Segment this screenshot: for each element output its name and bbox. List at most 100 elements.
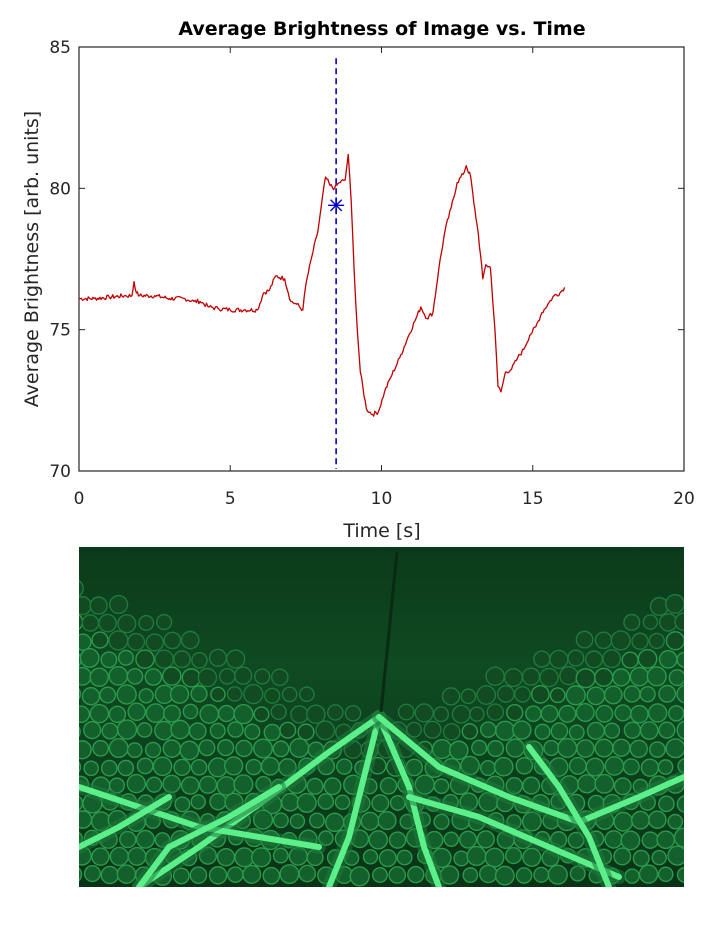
- disc: [289, 737, 310, 758]
- x-tick-label: 15: [522, 489, 544, 509]
- disc: [199, 704, 220, 724]
- disc: [308, 812, 325, 829]
- disc: [136, 722, 153, 738]
- disc: [297, 723, 315, 741]
- disc: [396, 849, 413, 866]
- disc: [126, 742, 143, 759]
- disc: [389, 794, 406, 811]
- disc: [362, 849, 379, 865]
- x-tick-label: 20: [673, 489, 695, 509]
- y-tick-label: 70: [49, 462, 71, 482]
- disc: [658, 650, 678, 669]
- disc: [614, 704, 632, 722]
- disc: [173, 758, 191, 777]
- disc: [388, 866, 407, 884]
- disc: [443, 831, 460, 847]
- disc: [506, 703, 524, 722]
- disc: [631, 810, 650, 830]
- disc: [522, 776, 541, 795]
- disc: [136, 757, 154, 775]
- disc: [262, 866, 281, 885]
- disc: [91, 847, 110, 866]
- force-chain: [136, 784, 282, 887]
- disc: [603, 722, 621, 739]
- disc: [547, 864, 568, 885]
- current-brightness-marker: [328, 197, 345, 214]
- disc: [79, 810, 93, 829]
- disc: [99, 686, 117, 704]
- disc: [557, 737, 578, 758]
- disc: [189, 866, 208, 884]
- disc: [612, 668, 631, 687]
- disc: [504, 847, 523, 865]
- disc: [174, 796, 191, 813]
- disc: [251, 847, 272, 868]
- chart-title: Average Brightness of Image vs. Time: [178, 18, 585, 40]
- disc: [568, 724, 585, 741]
- disc: [83, 721, 102, 740]
- disc: [549, 687, 566, 704]
- disc: [306, 704, 326, 725]
- brightness-series-line: [78, 153, 566, 417]
- disc: [568, 756, 587, 775]
- disc: [407, 865, 425, 884]
- force-chain: [326, 714, 382, 887]
- disc: [433, 778, 450, 795]
- disc: [514, 685, 531, 703]
- disc: [639, 686, 656, 703]
- disc: [79, 596, 92, 616]
- disc: [226, 686, 243, 702]
- disc: [217, 739, 235, 757]
- disc: [119, 830, 137, 849]
- disc: [108, 665, 129, 686]
- disc: [533, 650, 551, 668]
- force-chain: [79, 794, 172, 850]
- axis-ticks: [78, 46, 685, 472]
- disc: [109, 846, 130, 867]
- disc: [91, 631, 109, 649]
- disc: [79, 740, 92, 760]
- disc: [100, 865, 120, 885]
- disc: [487, 740, 505, 758]
- disc: [89, 703, 110, 724]
- disc: [479, 864, 498, 884]
- disc: [453, 850, 470, 867]
- disc: [209, 792, 227, 811]
- disc: [89, 667, 109, 687]
- disc: [210, 686, 226, 703]
- disc: [208, 648, 228, 667]
- disc: [397, 703, 415, 721]
- disc: [126, 773, 147, 794]
- disc: [632, 849, 650, 867]
- disc: [484, 847, 505, 868]
- disc: [253, 706, 270, 723]
- disc: [296, 792, 317, 813]
- disc: [623, 721, 642, 739]
- disc: [79, 761, 82, 773]
- disc: [586, 686, 606, 706]
- disc: [270, 703, 287, 721]
- disc: [182, 703, 199, 720]
- disc: [442, 722, 461, 741]
- disc: [613, 777, 632, 796]
- disc: [673, 827, 684, 848]
- disc: [550, 722, 569, 740]
- disc: [676, 684, 684, 704]
- disc: [567, 649, 585, 667]
- disc: [667, 845, 684, 866]
- disc: [179, 740, 200, 761]
- disc: [676, 720, 684, 740]
- disc: [135, 649, 155, 669]
- disc: [540, 704, 559, 723]
- marker-layer: [328, 58, 345, 469]
- x-axis-label: Time [s]: [342, 520, 420, 542]
- disc: [577, 774, 597, 794]
- disc: [377, 810, 397, 831]
- disc: [629, 704, 649, 724]
- disc: [485, 666, 505, 687]
- disc: [515, 756, 534, 775]
- disc: [448, 740, 469, 761]
- disc: [441, 687, 461, 706]
- disc: [521, 811, 542, 832]
- disc: [138, 614, 155, 631]
